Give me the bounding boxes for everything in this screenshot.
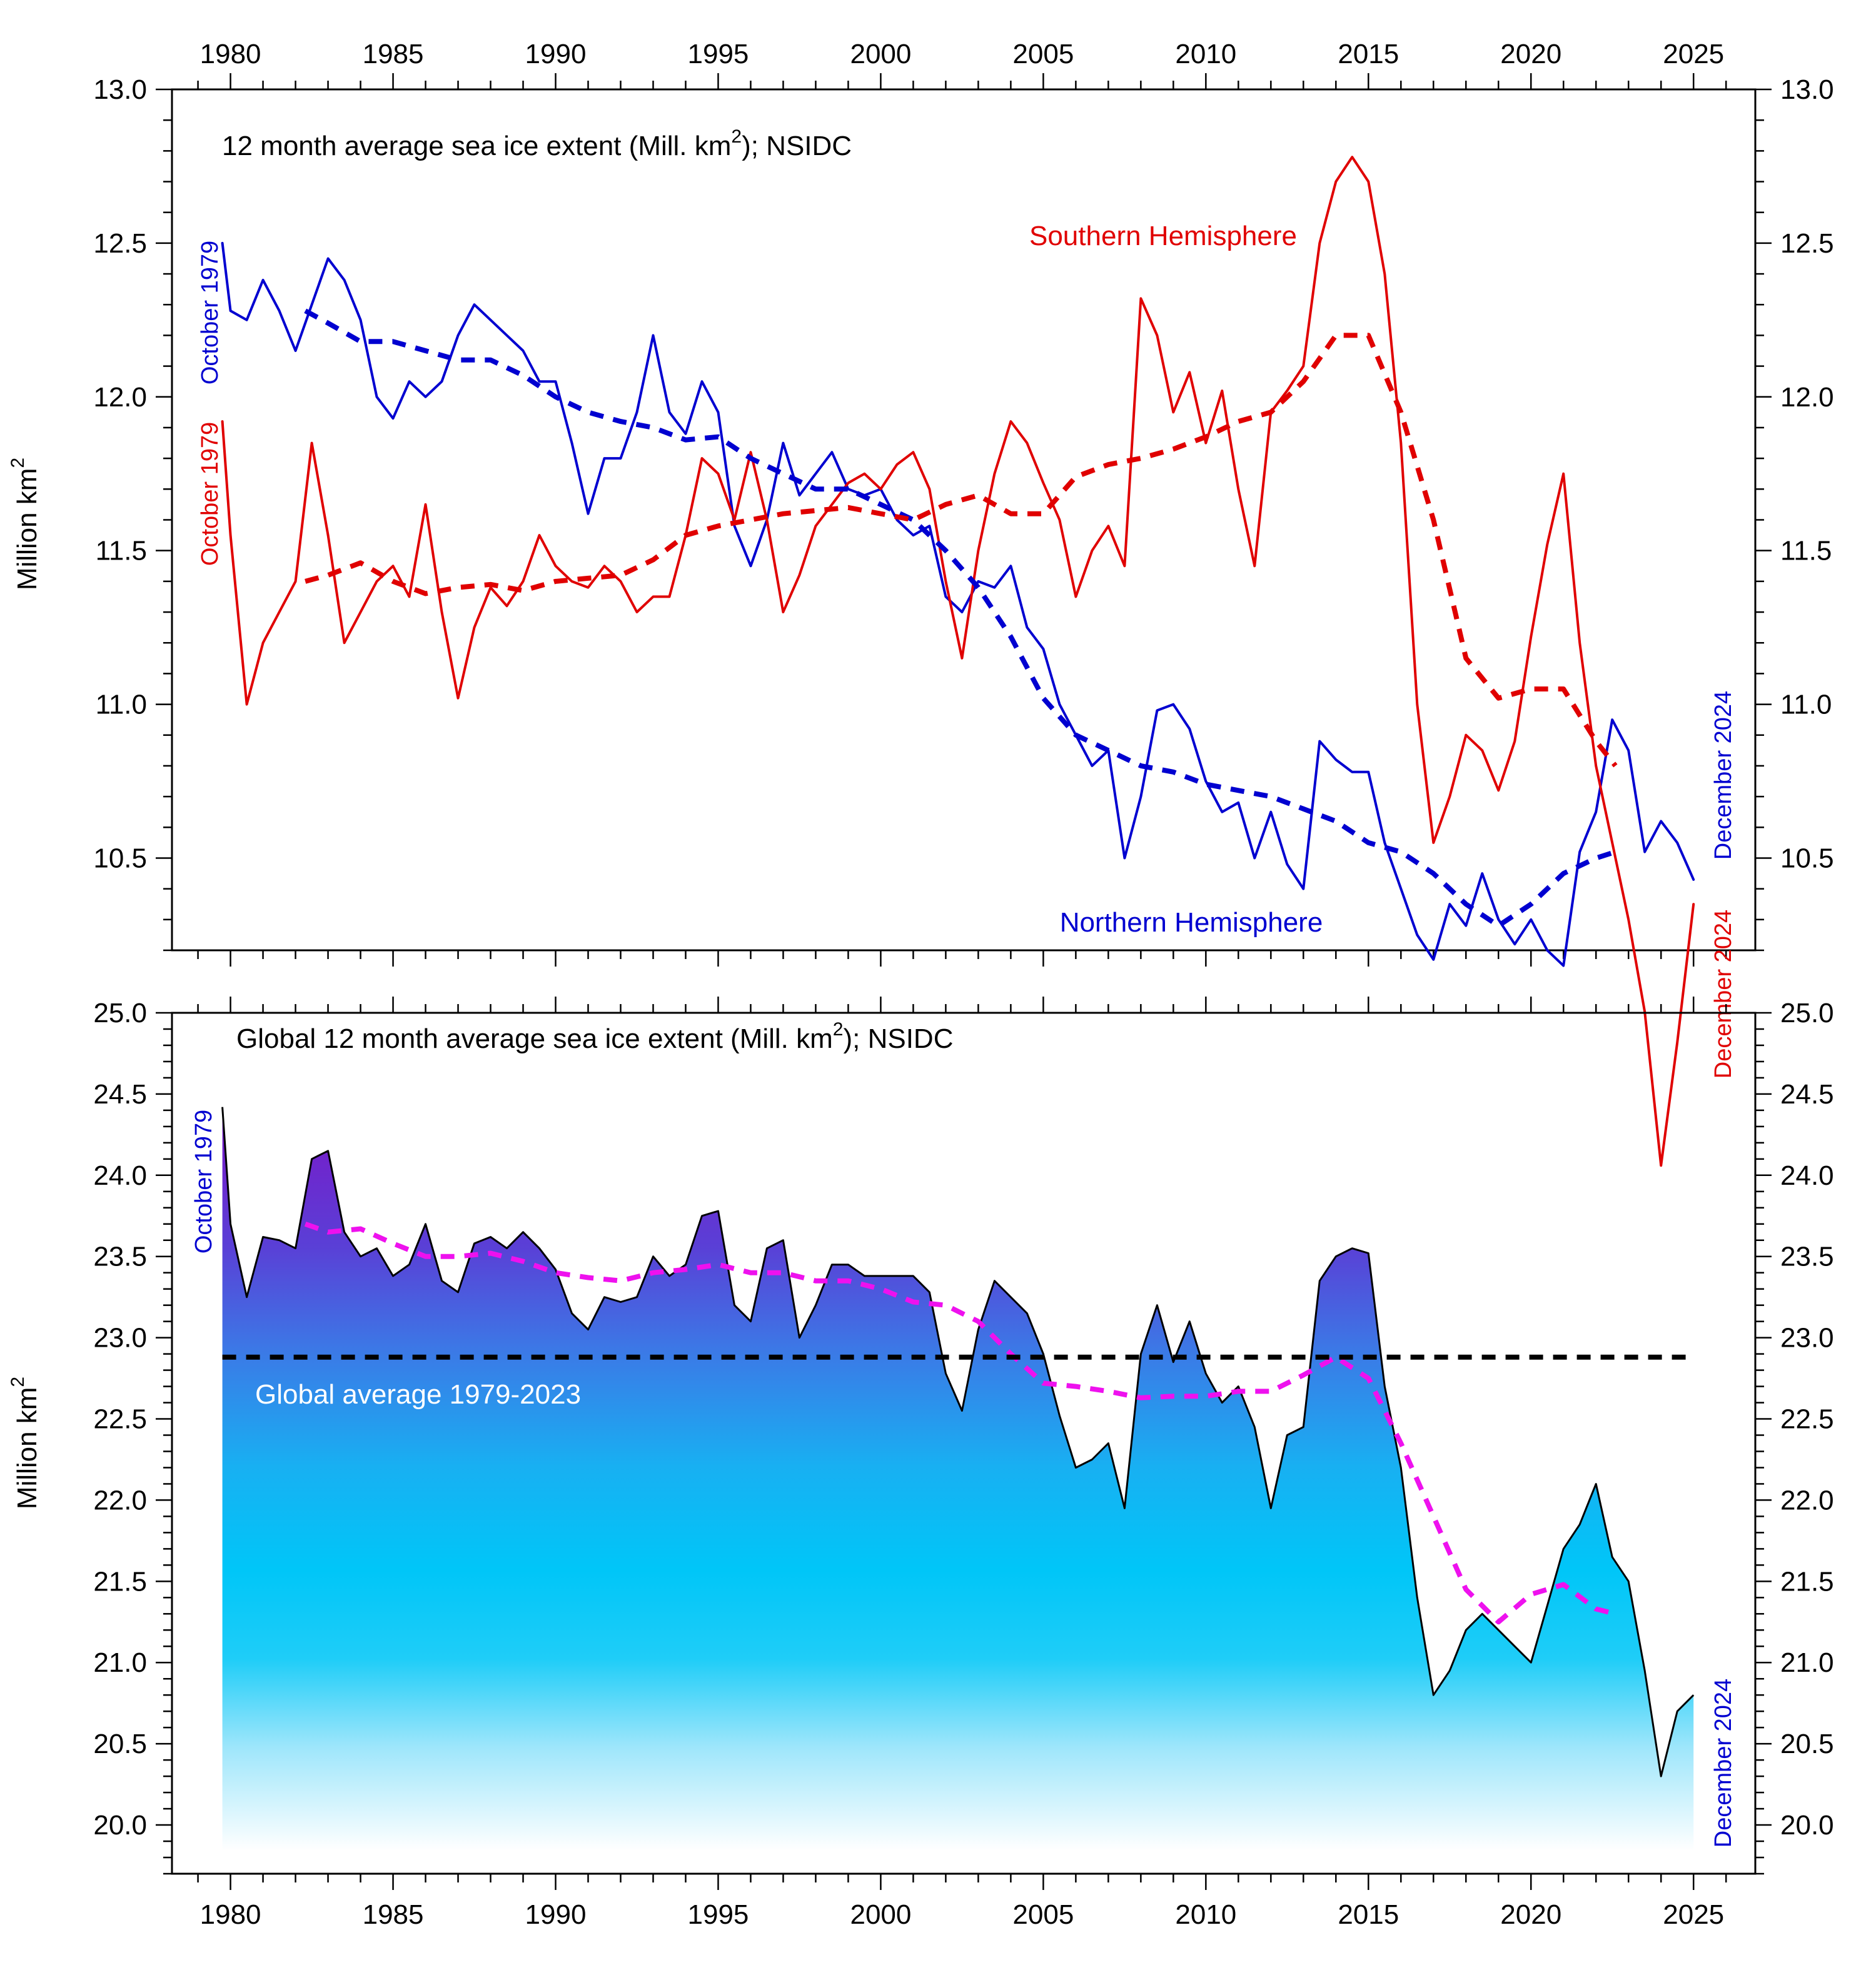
bottom-series-lines: [221, 1107, 1695, 1777]
series-area-global: [222, 1107, 1694, 1874]
bottom-axis-labels: 1980 1985 1990 1995 2000 2005 2010 2015 2020 2025…: [93, 998, 1833, 1930]
top-x-tick-label: 2015: [1338, 39, 1399, 69]
bottom-axis-ticks: [156, 997, 1772, 1890]
bottom-y-tick-label-left: 21.5: [93, 1566, 147, 1597]
label-december-2024-south: December 2024: [1710, 910, 1737, 1078]
bottom-y-tick-label-left: 24.5: [93, 1079, 147, 1110]
bottom-x-tick-label: 1980: [200, 1899, 261, 1930]
top-y-axis-label: Million km2: [8, 458, 43, 590]
bottom-title-superscript: 2: [833, 1019, 844, 1040]
top-chart-title: 12 month average sea ice extent (Mill. k…: [222, 126, 852, 161]
bottom-y-tick-label-right: 25.0: [1780, 998, 1834, 1028]
top-y-tick-label-right: 11.5: [1780, 536, 1832, 566]
bottom-x-tick-label: 2005: [1012, 1899, 1074, 1930]
bottom-y-axis-label: Million km2: [8, 1377, 43, 1509]
top-x-tick-label: 2010: [1175, 39, 1236, 69]
bottom-y-tick-label-left: 22.5: [93, 1404, 147, 1435]
top-chart-panel: 1980 1985 1990 1995 2000 2005 2010 2015 2020 2025…: [8, 39, 1834, 1167]
series-line-northern-hemisphere-smoothed: [304, 308, 1616, 928]
bottom-y-tick-label-left: 21.0: [93, 1647, 147, 1678]
top-series-lines: [221, 156, 1695, 1167]
bottom-x-tick-label: 2015: [1338, 1899, 1399, 1930]
top-plot-frame: [171, 88, 1757, 952]
bottom-x-tick-label: 1995: [688, 1899, 749, 1930]
bottom-y-tick-label-right: 21.0: [1780, 1647, 1834, 1678]
series-line-global-smoothed: [304, 1222, 1616, 1625]
bottom-y-tick-label-left: 22.0: [93, 1485, 147, 1515]
bottom-x-tick-label: 2000: [850, 1899, 911, 1930]
bottom-x-tick-label: 1985: [363, 1899, 424, 1930]
bottom-y-tick-label-left: 23.5: [93, 1242, 147, 1272]
top-y-tick-label-left: 10.5: [93, 843, 147, 873]
top-axis-ticks: [156, 73, 1772, 967]
top-x-tick-label: 2000: [850, 39, 911, 69]
top-y-tick-label-right: 10.5: [1780, 843, 1834, 873]
bottom-y-tick-label-right: 22.5: [1780, 1404, 1834, 1435]
top-y-tick-label-right: 12.0: [1780, 382, 1834, 413]
top-y-tick-label-right: 11.0: [1780, 690, 1832, 720]
top-x-tick-label: 2005: [1012, 39, 1074, 69]
bottom-y-tick-label-left: 24.0: [93, 1160, 147, 1191]
top-y-tick-label-left: 12.0: [93, 382, 147, 413]
bottom-y-tick-label-right: 21.5: [1780, 1566, 1834, 1597]
top-x-tick-label: 1995: [688, 39, 749, 69]
top-y-tick-label-left: 11.5: [96, 536, 147, 566]
top-y-tick-label-right: 12.5: [1780, 228, 1834, 259]
label-december-2024-global: December 2024: [1710, 1679, 1737, 1847]
bottom-y-tick-label-left: 25.0: [93, 998, 147, 1028]
series-line-southern-hemisphere-smoothed: [305, 333, 1618, 768]
top-x-tick-label: 2020: [1500, 39, 1561, 69]
bottom-chart-title: Global 12 month average sea ice extent (…: [236, 1019, 953, 1054]
series-line-southern-hemisphere: [221, 156, 1695, 1167]
bottom-plot-frame: [171, 1012, 1757, 1875]
label-global-average: Global average 1979-2023: [255, 1379, 581, 1410]
label-northern-hemisphere: Northern Hemisphere: [1060, 907, 1323, 938]
top-title-superscript: 2: [731, 126, 742, 147]
bottom-y-tick-label-right: 23.0: [1780, 1323, 1834, 1354]
bottom-x-tick-label: 1990: [525, 1899, 587, 1930]
bottom-chart-panel: 1980 1985 1990 1995 2000 2005 2010 2015 2020 2025…: [8, 997, 1834, 1930]
series-line-northern-hemisphere: [221, 241, 1695, 967]
bottom-y-tick-label-right: 24.5: [1780, 1079, 1834, 1110]
bottom-y-tick-label-left: 20.5: [93, 1729, 147, 1759]
bottom-y-tick-label-right: 20.0: [1780, 1810, 1834, 1841]
top-y-tick-label-left: 11.0: [96, 690, 147, 720]
top-x-tick-label: 1985: [363, 39, 424, 69]
bottom-area-fill: [222, 1107, 1694, 1874]
label-october-1979-north: October 1979: [197, 241, 223, 384]
bottom-y-tick-label-right: 23.5: [1780, 1242, 1834, 1272]
bottom-y-tick-label-left: 23.0: [93, 1323, 147, 1354]
top-y-tick-label-left: 13.0: [93, 74, 147, 105]
top-y-tick-label-right: 13.0: [1780, 74, 1834, 105]
label-october-1979-global: October 1979: [191, 1110, 217, 1254]
top-x-tick-label: 1990: [525, 39, 587, 69]
top-x-tick-label: 2025: [1663, 39, 1724, 69]
top-x-tick-label: 1980: [200, 39, 261, 69]
bottom-y-tick-label-right: 20.5: [1780, 1729, 1834, 1759]
top-y-tick-label-left: 12.5: [93, 228, 147, 259]
bottom-x-tick-label: 2025: [1663, 1899, 1724, 1930]
top-axis-labels: 1980 1985 1990 1995 2000 2005 2010 2015 2020 2025…: [93, 39, 1833, 873]
bottom-y-tick-label-right: 24.0: [1780, 1160, 1834, 1191]
bottom-x-tick-label: 2010: [1175, 1899, 1236, 1930]
label-december-2024-north: December 2024: [1710, 691, 1737, 860]
label-southern-hemisphere: Southern Hemisphere: [1029, 221, 1297, 251]
series-line-global: [221, 1107, 1695, 1777]
bottom-y-tick-label-left: 20.0: [93, 1810, 147, 1841]
label-october-1979-south: October 1979: [197, 422, 223, 566]
bottom-y-tick-label-right: 22.0: [1780, 1485, 1834, 1515]
bottom-x-tick-label: 2020: [1500, 1899, 1561, 1930]
